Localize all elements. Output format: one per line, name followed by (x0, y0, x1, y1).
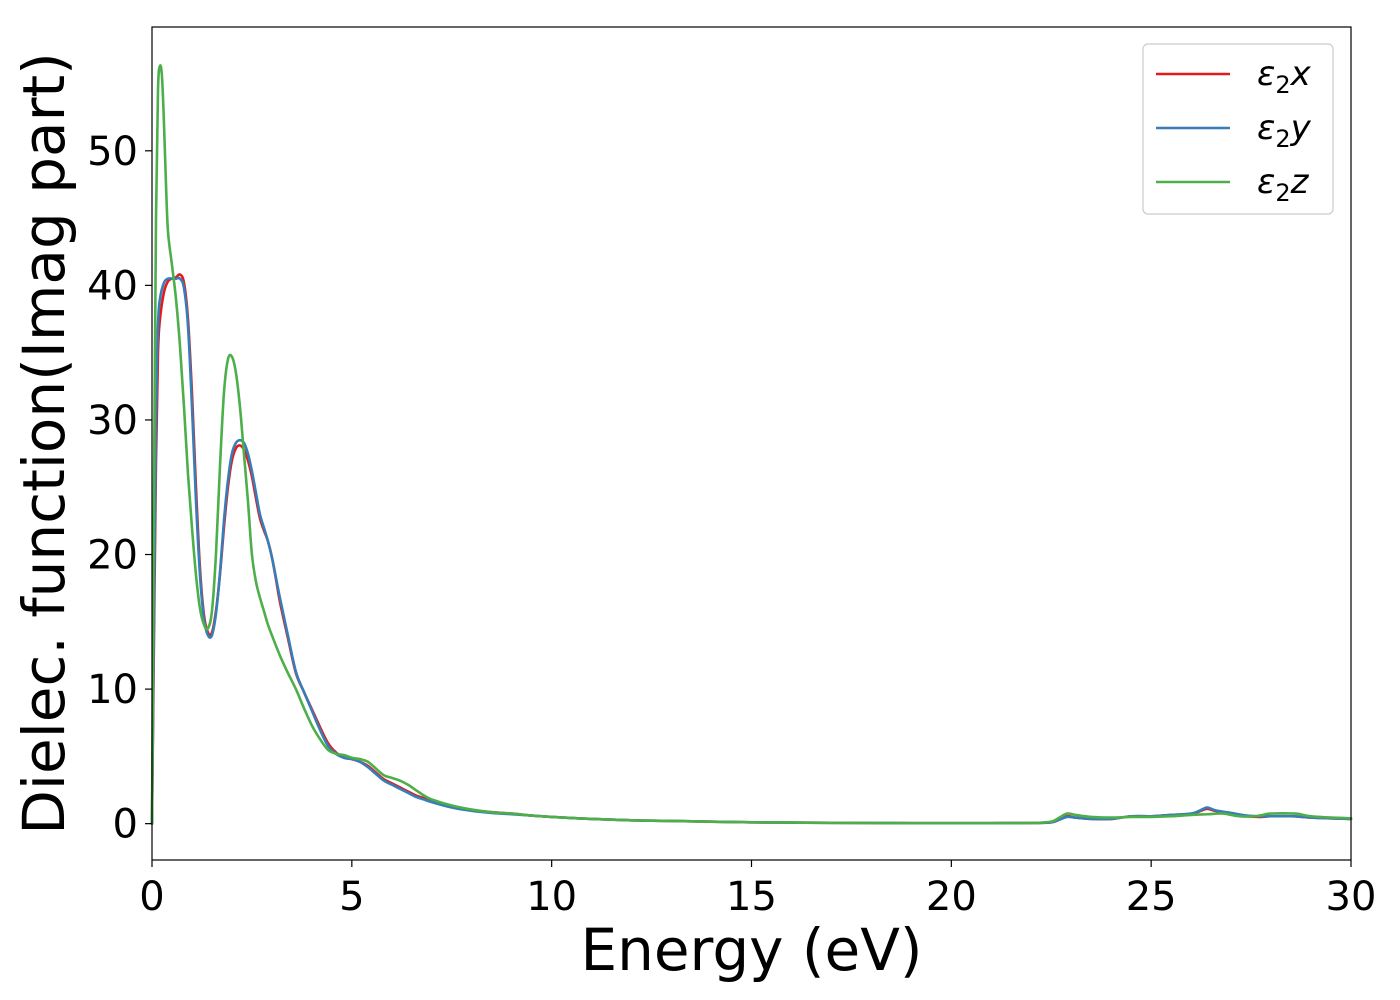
x-axis: 0 5 10 15 20 25 30 (139, 860, 1376, 920)
legend-entry-x: ε2x (1257, 54, 1312, 99)
legend-entry-z: ε2z (1257, 162, 1310, 207)
y-tick-label: 40 (87, 263, 138, 309)
x-tick-label: 5 (339, 874, 364, 920)
legend-box (1142, 43, 1334, 215)
x-tick-label: 20 (926, 874, 977, 920)
x-tick-label: 10 (526, 874, 577, 920)
y-axis-label: Dielec. function(Imag part) (10, 52, 78, 835)
y-tick-label: 20 (87, 533, 138, 579)
series-layer (150, 64, 1353, 825)
series-line-z (150, 64, 1353, 825)
x-tick-label: 15 (726, 874, 777, 920)
y-tick-label: 50 (87, 129, 138, 175)
legend: ε2x ε2y ε2z (1142, 43, 1334, 215)
x-tick-label: 0 (139, 874, 164, 920)
y-axis: 0 10 20 30 40 50 (87, 129, 152, 848)
legend-entry-y: ε2y (1257, 108, 1312, 153)
x-tick-label: 25 (1126, 874, 1177, 920)
y-tick-label: 30 (87, 398, 138, 444)
y-tick-label: 10 (87, 667, 138, 713)
y-tick-label: 0 (113, 802, 138, 848)
series-line-y (150, 276, 1353, 825)
series-line-x (150, 273, 1353, 825)
x-axis-label: Energy (eV) (580, 916, 922, 984)
x-tick-label: 30 (1326, 874, 1377, 920)
